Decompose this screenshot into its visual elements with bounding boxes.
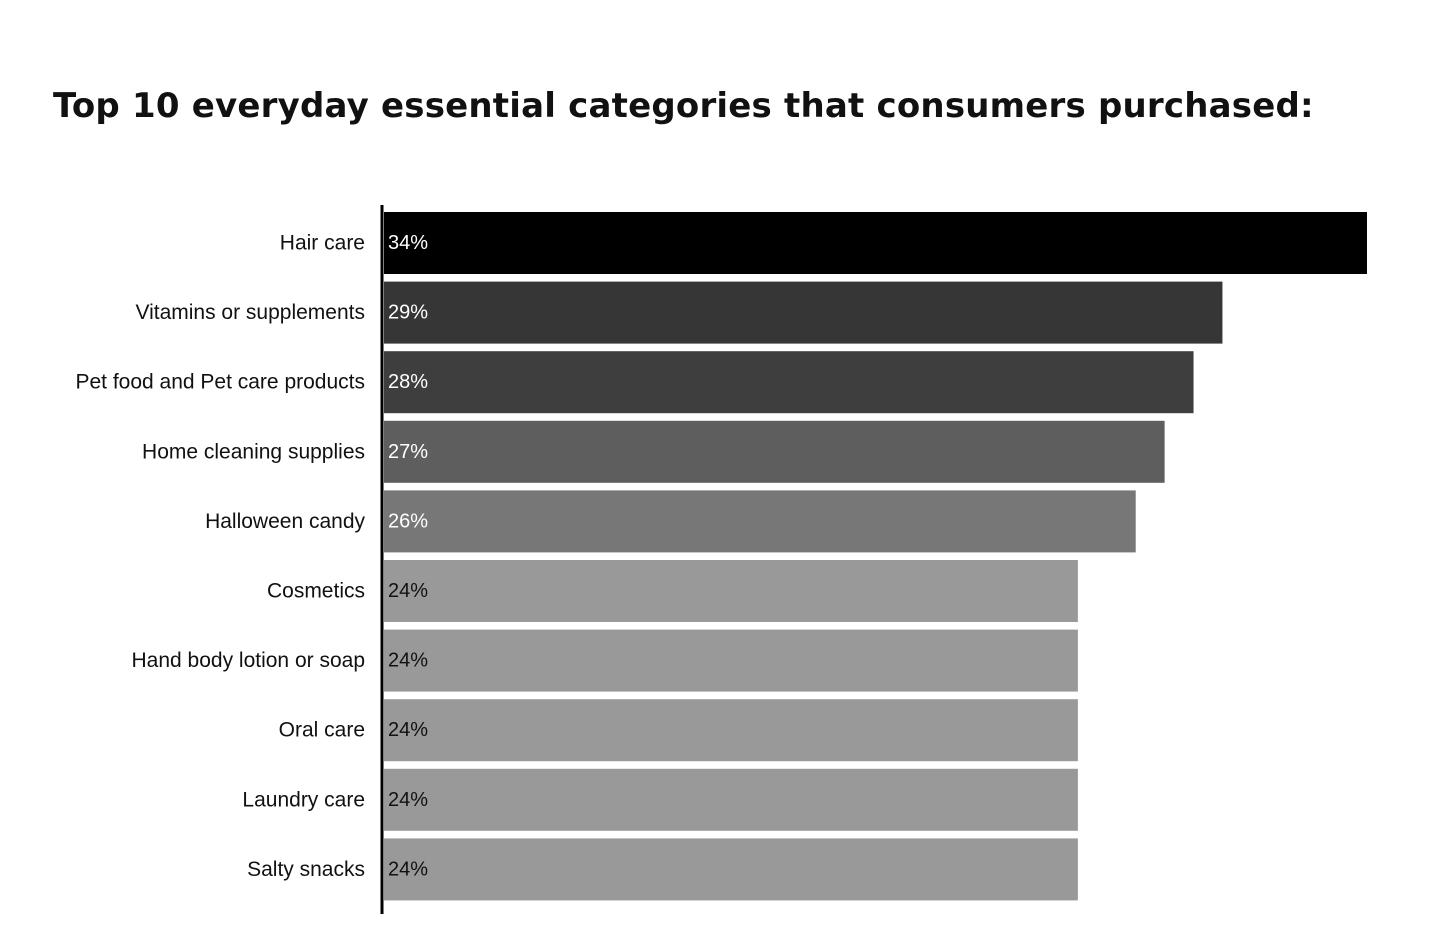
bar-pet-food-and-pet-care-products <box>384 351 1194 414</box>
bar-vitamins-or-supplements <box>384 281 1223 344</box>
category-label-pet-food-and-pet-care-products: Pet food and Pet care products <box>75 371 365 394</box>
value-label-oral-care: 24% <box>388 719 428 741</box>
value-label-home-cleaning-supplies: 27% <box>388 441 428 463</box>
category-label-salty-snacks: Salty snacks <box>247 858 365 881</box>
category-label-halloween-candy: Halloween candy <box>205 510 365 533</box>
value-label-halloween-candy: 26% <box>388 510 428 532</box>
chart-title: Top 10 everyday essential categories tha… <box>53 86 1314 126</box>
bar-oral-care <box>384 699 1078 762</box>
value-label-hand-body-lotion-or-soap: 24% <box>388 650 428 672</box>
bar-halloween-candy <box>384 490 1136 553</box>
category-label-hand-body-lotion-or-soap: Hand body lotion or soap <box>132 649 366 672</box>
bar-hair-care <box>384 212 1367 274</box>
category-label-hair-care: Hair care <box>280 232 365 255</box>
category-label-home-cleaning-supplies: Home cleaning supplies <box>142 440 365 463</box>
bar-hand-body-lotion-or-soap <box>384 629 1078 692</box>
value-label-pet-food-and-pet-care-products: 28% <box>388 371 428 393</box>
bar-laundry-care <box>384 768 1078 831</box>
category-label-laundry-care: Laundry care <box>242 788 365 811</box>
bar-home-cleaning-supplies <box>384 420 1165 483</box>
value-label-laundry-care: 24% <box>388 789 428 811</box>
value-label-vitamins-or-supplements: 29% <box>388 302 428 324</box>
bar-cosmetics <box>384 560 1078 622</box>
value-label-salty-snacks: 24% <box>388 858 428 880</box>
bar-salty-snacks <box>384 838 1078 901</box>
category-label-cosmetics: Cosmetics <box>267 580 365 603</box>
category-label-vitamins-or-supplements: Vitamins or supplements <box>135 301 365 324</box>
value-label-cosmetics: 24% <box>388 580 428 602</box>
value-label-hair-care: 34% <box>388 232 428 254</box>
category-label-oral-care: Oral care <box>279 719 365 742</box>
